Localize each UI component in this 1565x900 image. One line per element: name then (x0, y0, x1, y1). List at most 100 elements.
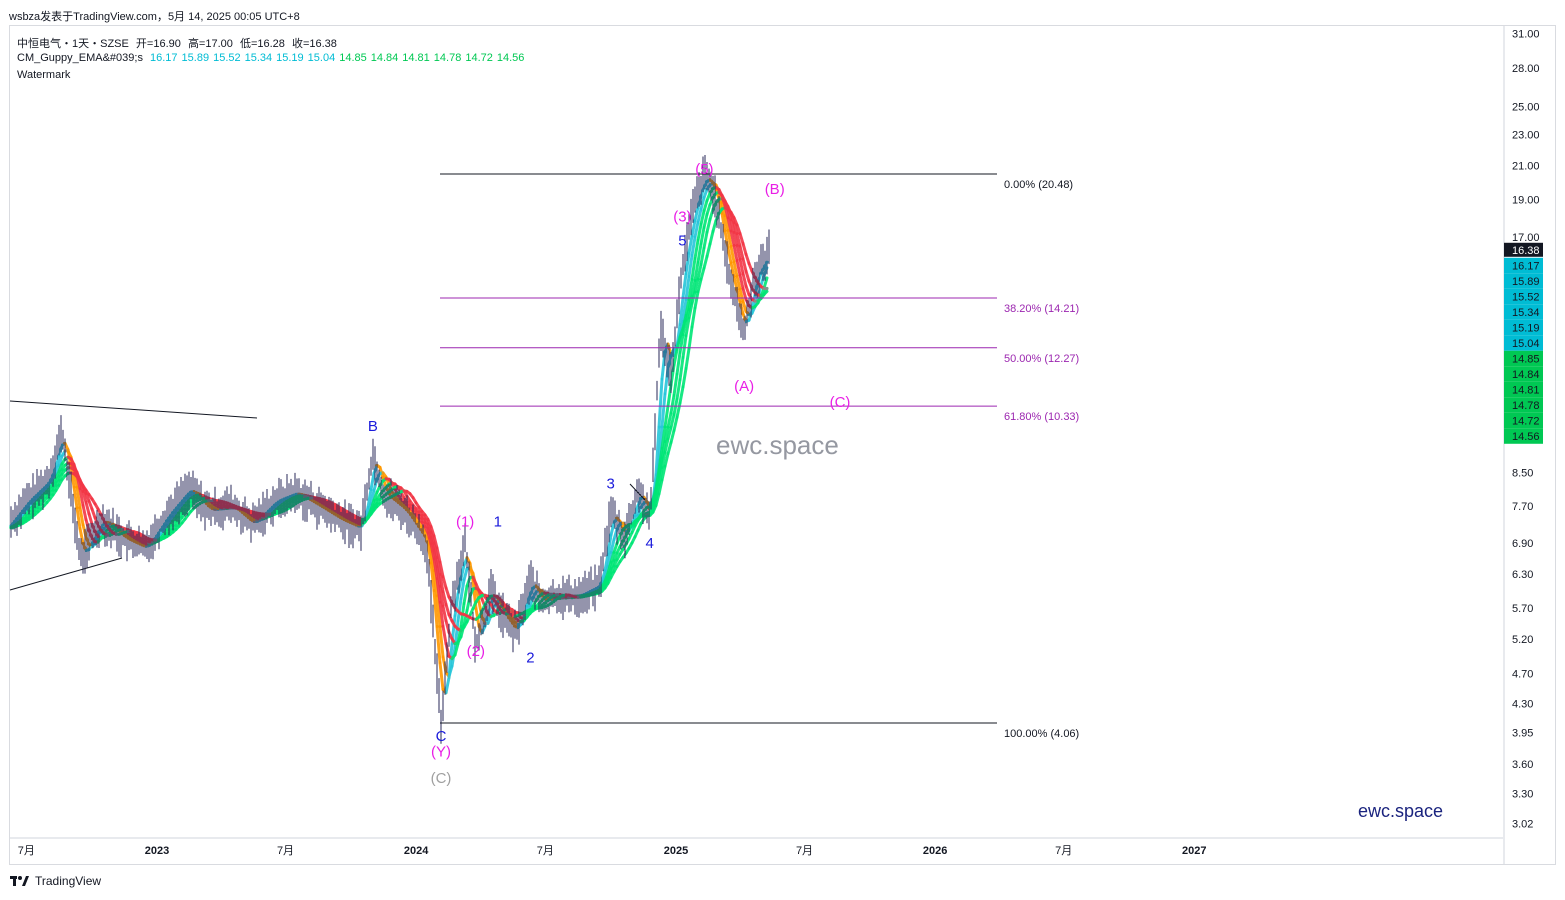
last-price-badge (1504, 242, 1543, 257)
guppy-ema-segment (738, 232, 745, 246)
guppy-value-badge (1504, 304, 1543, 320)
guppy-ema-segment (84, 500, 91, 516)
guppy-ema-segment (657, 466, 664, 487)
guppy-value-badge (1504, 257, 1543, 274)
guppy-ema-segment (681, 334, 688, 359)
wave-label: (2) (467, 643, 485, 660)
guppy-value-badge (1504, 366, 1543, 382)
wave-label: 5 (678, 232, 686, 249)
guppy-value-badge (1504, 381, 1543, 398)
guppy-ema-segment (726, 216, 733, 233)
guppy-ema-segment (441, 604, 448, 623)
price-tick-label: 23.00 (1512, 130, 1540, 142)
last-price-label: 16.38 (1512, 245, 1540, 257)
guppy-ema-segment (432, 534, 439, 550)
guppy-ema-segment (690, 278, 697, 298)
guppy-ema-segment (657, 425, 664, 462)
guppy-ema-segment (462, 567, 469, 582)
guppy-ema-segment (75, 506, 82, 530)
guppy-ema-segment (702, 199, 709, 213)
guppy-ema-segment (429, 525, 436, 538)
legend-guppy-value: 14.78 (433, 52, 462, 64)
legend-close: 收=16.38 (291, 38, 337, 50)
guppy-ema-segment (729, 218, 736, 234)
guppy-ema-segment (732, 221, 739, 236)
price-tick-label: 3.95 (1512, 727, 1533, 739)
guppy-ema-segment (702, 212, 709, 230)
guppy-ema-segment (369, 471, 376, 492)
fib-label: 50.00% (12.27) (1004, 353, 1079, 365)
guppy-ema-segment (666, 425, 673, 441)
guppy-ema-segment (735, 274, 742, 291)
legend-indicator-values: 16.17 15.89 15.52 15.34 15.19 15.04 14.85 14.84… (150, 52, 528, 64)
legend-guppy-value: 14.84 (370, 52, 399, 64)
guppy-ema-segment (72, 485, 79, 510)
time-axis: 7月 2023 7月 2024 7月 2025 7月 2026 7月 2027 (18, 845, 1207, 857)
guppy-ema-segment (444, 602, 451, 617)
tradingview-footer[interactable]: TradingView (10, 874, 101, 888)
guppy-ema-segment (660, 392, 667, 429)
guppy-ema-segment (606, 551, 613, 568)
guppy-ema-segment (435, 577, 442, 604)
guppy-ema-segment (429, 530, 436, 545)
legend-open: 开=16.90 (135, 38, 181, 50)
guppy-ema-segment (438, 560, 445, 579)
guppy-ema-segment (678, 355, 685, 382)
guppy-ema-segment (702, 254, 709, 270)
legend-guppy-value: 16.17 (150, 52, 178, 64)
guppy-ema-segment (693, 238, 700, 260)
guppy-ema-segment (741, 242, 748, 256)
guppy-ema-segment (444, 675, 451, 695)
time-tick-label: 2027 (1182, 845, 1206, 857)
guppy-ema-ribbon (9, 178, 769, 695)
guppy-ema-segment (732, 243, 739, 262)
wave-label: (3) (673, 209, 691, 226)
legend-indicator-name[interactable]: CM_Guppy_EMA&#039;s (17, 52, 143, 64)
fibonacci-retracement: 0.00% (20.48) 38.20% (14.21) 50.00% (12.27… (440, 173, 1079, 740)
price-tick-label: 3.60 (1512, 759, 1533, 771)
guppy-ema-segment (705, 217, 712, 234)
wave-label: (1) (456, 513, 474, 530)
legend-symbol[interactable]: 中恒电气・1天・SZSE (17, 38, 129, 50)
guppy-ema-segment (693, 206, 700, 223)
guppy-ema-segment (711, 219, 718, 233)
guppy-ema-segment (732, 260, 739, 278)
guppy-ema-segment (741, 299, 748, 313)
trend-lines (9, 400, 646, 591)
wave-label: (C) (431, 770, 452, 787)
legend-watermark-row: Watermark (17, 69, 74, 81)
wave-label: 4 (646, 535, 654, 552)
guppy-ema-segment (684, 251, 691, 276)
guppy-ema-segment (738, 257, 745, 276)
footer-brand: TradingView (35, 874, 102, 888)
fib-label: 61.80% (10.33) (1004, 411, 1079, 423)
guppy-ema-segment (693, 260, 700, 282)
guppy-ema-segment (459, 578, 466, 601)
candles (10, 154, 770, 744)
guppy-ema-segment (669, 413, 676, 429)
guppy-ema-segment (687, 234, 694, 255)
price-tick-label: 7.70 (1512, 501, 1533, 513)
guppy-ema-segment (657, 377, 664, 429)
price-tick-label: 4.70 (1512, 668, 1533, 680)
guppy-ema-segment (456, 597, 463, 623)
guppy-ema-segment (438, 600, 445, 628)
guppy-ema-segment (729, 244, 736, 264)
legend-watermark-label[interactable]: Watermark (17, 69, 71, 81)
guppy-ema-segment (453, 641, 460, 657)
chart-frame[interactable] (9, 25, 1556, 865)
guppy-ema-segment (684, 275, 691, 302)
fib-label: 0.00% (20.48) (1004, 179, 1073, 191)
legend-guppy-value: 14.56 (496, 52, 525, 64)
guppy-ema-segment (699, 196, 706, 211)
guppy-ema-segment (426, 531, 433, 546)
guppy-ema-segment (672, 372, 679, 397)
guppy-ema-segment (369, 488, 376, 506)
legend-guppy-value: 14.72 (465, 52, 493, 64)
guppy-ema-segment (669, 428, 676, 444)
guppy-ema-segment (663, 404, 670, 429)
wave-label: (Y) (431, 743, 451, 760)
guppy-value-label: 16.17 (1512, 260, 1540, 272)
guppy-value-label: 15.89 (1512, 276, 1540, 288)
